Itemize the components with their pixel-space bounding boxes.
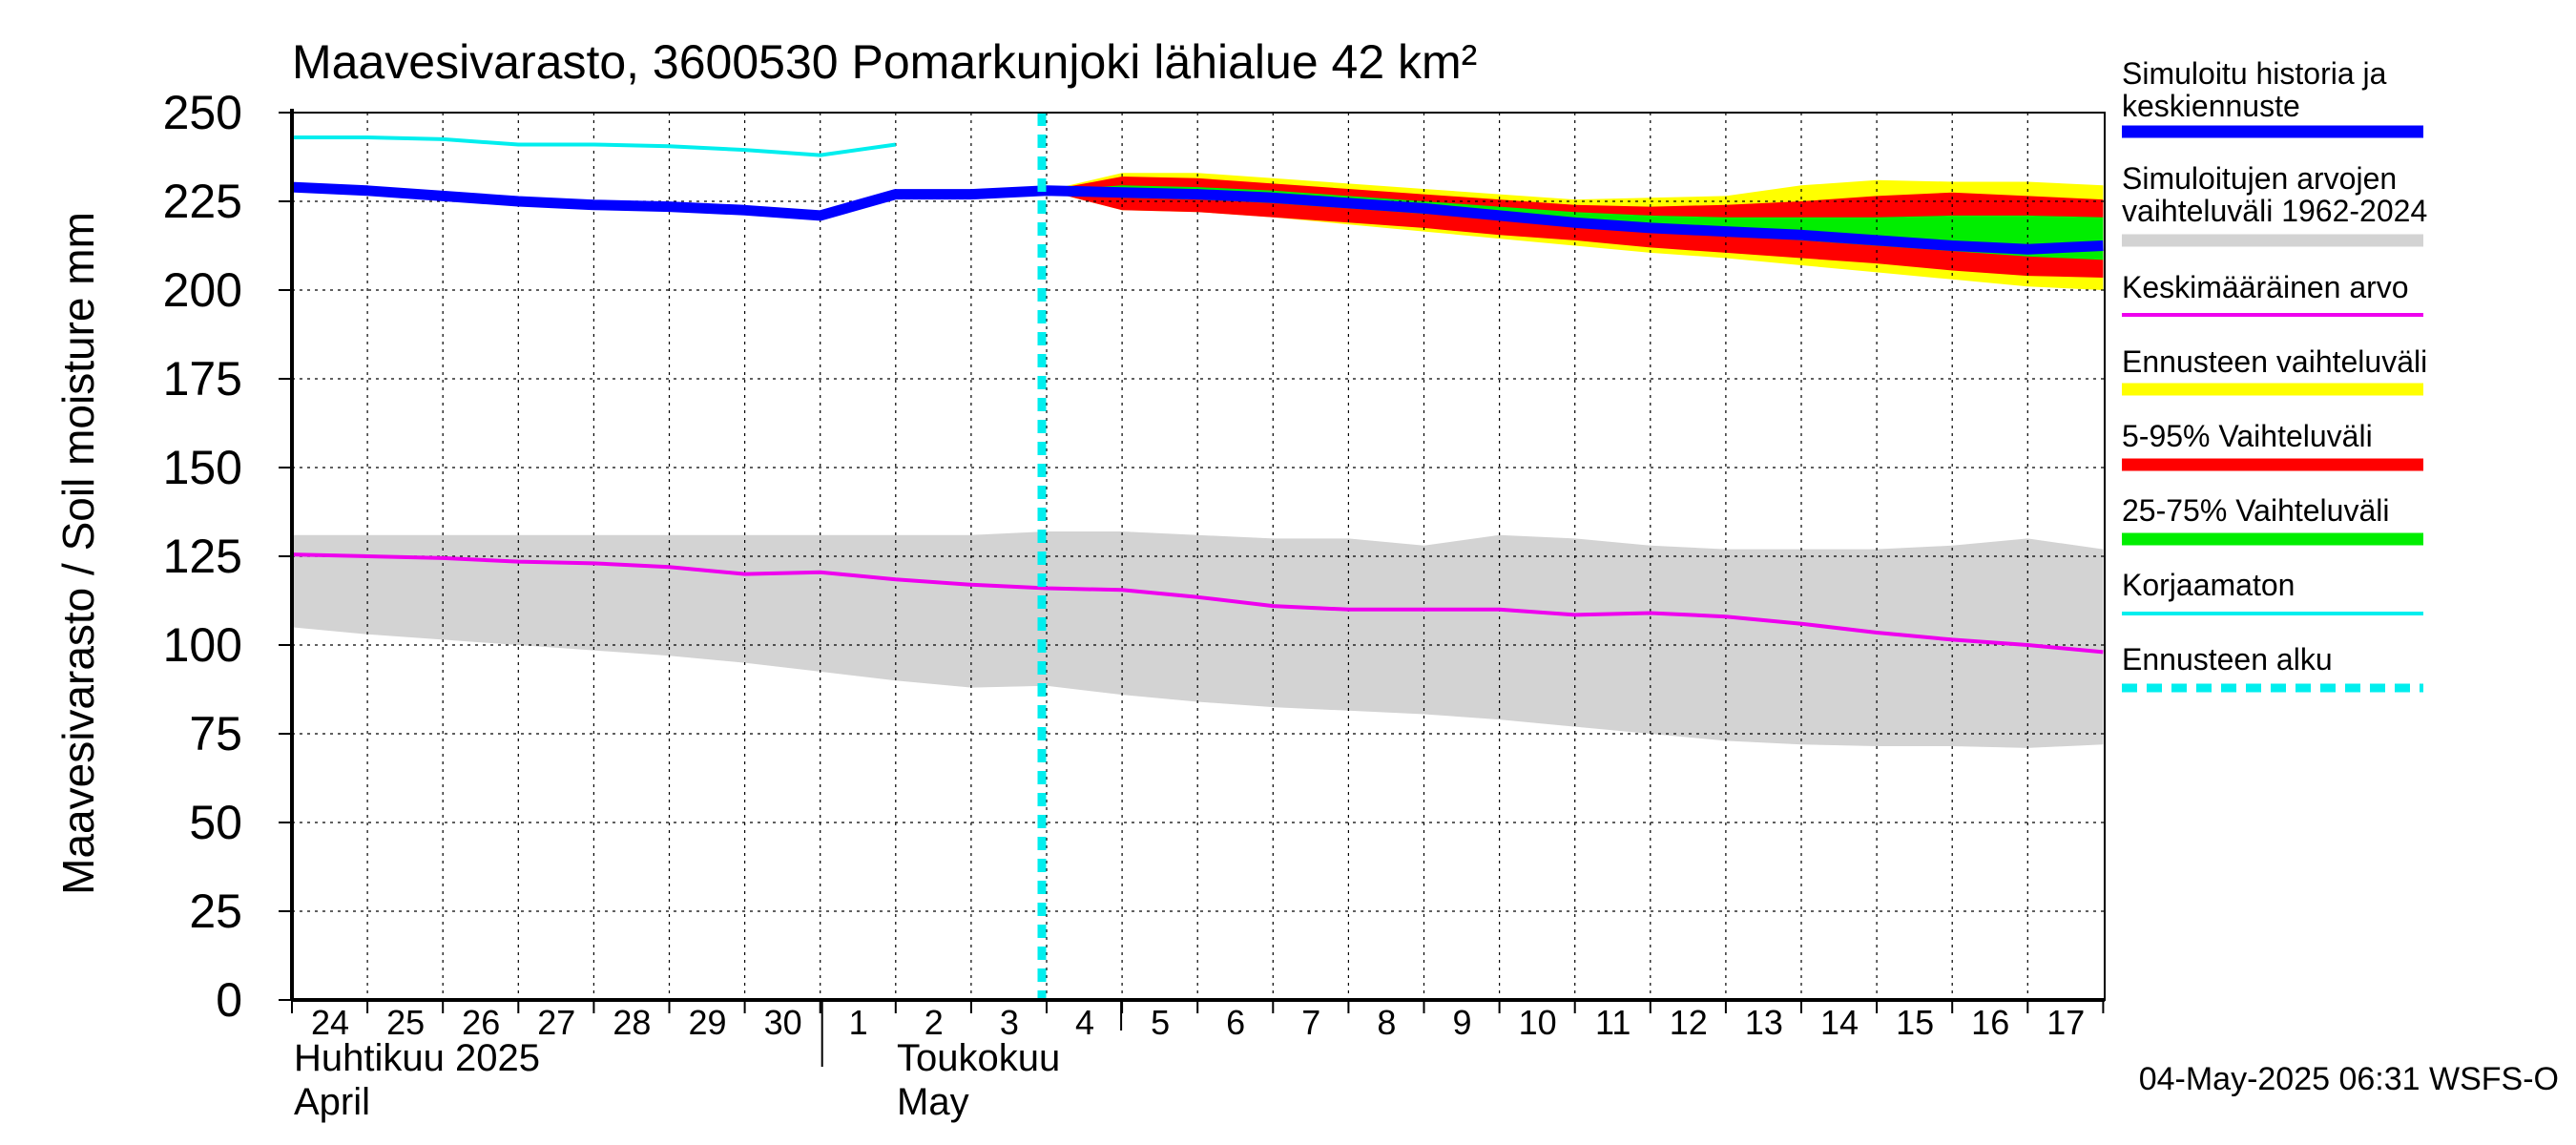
legend-label: Keskimääräinen arvo xyxy=(2122,270,2409,304)
x-tick-label: 30 xyxy=(764,1003,802,1042)
y-tick-label: 75 xyxy=(189,707,242,760)
x-tick-label: 6 xyxy=(1226,1003,1245,1042)
x-tick-labels: 24 25 26 27 28 29 30 1 2 3 4 5 6 7 8 9 10 11 12 13 14 15 16 17 xyxy=(291,1000,2105,1067)
y-tick-label: 0 xyxy=(216,973,242,1027)
x-tick-label: 13 xyxy=(1745,1003,1783,1042)
legend-label: Ennusteen vaihteluväli xyxy=(2122,344,2427,379)
x-tick-label: 29 xyxy=(688,1003,726,1042)
x-tick-label: 10 xyxy=(1519,1003,1557,1042)
legend-label: Korjaamaton xyxy=(2122,568,2295,602)
x-tick-label: 8 xyxy=(1377,1003,1396,1042)
legend-label: 5-95% Vaihteluväli xyxy=(2122,419,2373,453)
chart-title: Maavesivarasto, 3600530 Pomarkunjoki läh… xyxy=(292,35,1477,89)
series-line-3 xyxy=(291,552,2104,655)
x-tick-label: 3 xyxy=(1000,1003,1019,1042)
y-axis-label: Maavesivarasto / Soil moisture mm xyxy=(53,212,103,895)
x-tick-label: 17 xyxy=(2046,1003,2085,1042)
y-tick-label: 150 xyxy=(163,441,242,494)
y-tick-label: 250 xyxy=(163,86,242,139)
x-tick-label: 27 xyxy=(537,1003,575,1042)
series-line-1 xyxy=(291,181,2104,255)
y-tick-label: 50 xyxy=(189,796,242,849)
legend-label: vaihteluväli 1962-2024 xyxy=(2122,194,2427,228)
x-tick-label: 5 xyxy=(1151,1003,1170,1042)
x-tick-label: 14 xyxy=(1820,1003,1859,1042)
x-tick-label: 26 xyxy=(462,1003,500,1042)
month-label-april-fi: Huhtikuu 2025 xyxy=(294,1037,540,1079)
month-label-may-fi: Toukokuu xyxy=(897,1037,1060,1079)
timestamp-footer: 04-May-2025 06:31 WSFS-O xyxy=(2139,1061,2559,1097)
series-lines xyxy=(291,135,2104,655)
x-tick-label: 24 xyxy=(311,1003,349,1042)
y-tick-label: 175 xyxy=(163,352,242,406)
grid xyxy=(292,113,2105,1000)
x-tick-label: 12 xyxy=(1670,1003,1708,1042)
y-tick-label: 25 xyxy=(189,885,242,938)
legend-label: 25-75% Vaihteluväli xyxy=(2122,493,2389,528)
y-tick-labels: 0 25 50 75 100 125 150 175 200 225 250 xyxy=(163,86,292,1027)
x-tick-label: 15 xyxy=(1896,1003,1934,1042)
x-tick-label: 25 xyxy=(386,1003,425,1042)
series-line-2 xyxy=(292,135,897,157)
x-tick-label: 16 xyxy=(1971,1003,2009,1042)
legend-label: keskiennuste xyxy=(2122,89,2300,123)
y-tick-label: 125 xyxy=(163,530,242,583)
x-tick-label: 28 xyxy=(613,1003,651,1042)
month-label-may-en: May xyxy=(897,1081,969,1123)
x-tick-label: 1 xyxy=(849,1003,868,1042)
legend-label: Simuloitujen arvojen xyxy=(2122,161,2397,196)
y-tick-label: 225 xyxy=(163,175,242,228)
y-tick-label: 100 xyxy=(163,618,242,672)
legend-label: Simuloitu historia ja xyxy=(2122,56,2387,91)
x-tick-label: 2 xyxy=(924,1003,944,1042)
x-tick-label: 9 xyxy=(1452,1003,1471,1042)
x-tick-label: 4 xyxy=(1075,1003,1094,1042)
x-tick-label: 11 xyxy=(1595,1003,1631,1042)
month-label-april-en: April xyxy=(294,1081,370,1123)
legend-label: Ennusteen alku xyxy=(2122,642,2333,677)
y-tick-label: 200 xyxy=(163,263,242,317)
x-tick-label: 7 xyxy=(1301,1003,1320,1042)
